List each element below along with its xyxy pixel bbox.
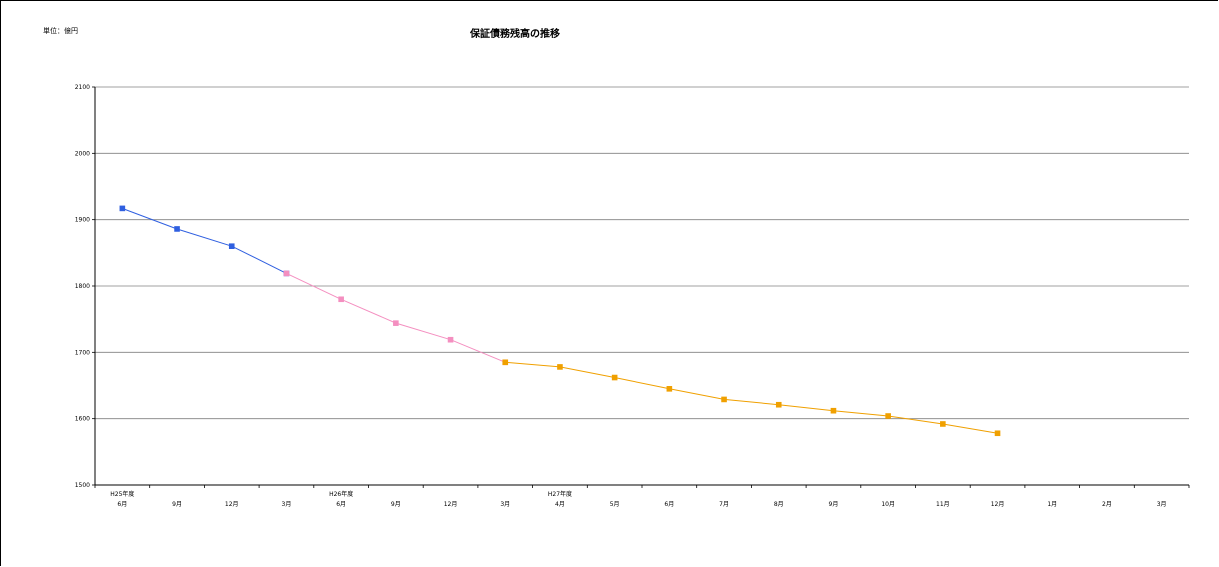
x-tick-label: 2月: [1102, 501, 1112, 508]
data-point: [940, 421, 946, 427]
y-tick-label: 1900: [75, 217, 90, 224]
data-point: [775, 401, 782, 408]
series-line: [122, 207, 287, 274]
y-tick-label: 1600: [75, 416, 90, 423]
x-group-label: H25年度: [110, 490, 134, 498]
x-group-label: H26年度: [329, 490, 353, 498]
data-point: [174, 226, 180, 232]
data-point: [994, 430, 1001, 437]
data-point: [666, 386, 673, 392]
y-tick-label: 1800: [75, 283, 90, 290]
data-point: [228, 243, 235, 249]
x-tick-label: 4月: [555, 501, 565, 508]
data-point: [393, 320, 399, 326]
data-point: [611, 374, 618, 381]
y-tick-label: 1700: [75, 349, 90, 356]
series-line: [286, 272, 506, 363]
data-point: [119, 205, 126, 212]
y-tick-label: 1500: [75, 482, 90, 489]
x-tick-label: 7月: [719, 501, 729, 508]
data-point: [885, 413, 891, 419]
unit-label: 単位：億円: [43, 27, 78, 35]
x-tick-label: 6月: [664, 501, 674, 508]
x-tick-label: 9月: [829, 501, 839, 508]
y-tick-label: 2000: [75, 150, 90, 157]
x-tick-label: 12月: [444, 501, 458, 508]
chart-title: 保証債務残高の推移: [470, 29, 560, 40]
data-point: [721, 396, 727, 403]
x-tick-label: 5月: [610, 501, 620, 508]
x-tick-label: 3月: [282, 501, 292, 508]
x-tick-label: 12月: [991, 501, 1005, 508]
x-tick-label: 11月: [936, 501, 950, 508]
x-group-label: H27年度: [548, 490, 572, 498]
data-point: [502, 359, 509, 366]
data-point: [830, 407, 837, 414]
x-tick-label: 1月: [1047, 501, 1057, 508]
x-tick-label: 10月: [881, 501, 895, 508]
x-tick-label: 12月: [225, 501, 239, 508]
data-point: [557, 364, 563, 370]
data-point: [338, 296, 344, 303]
data-point: [447, 336, 454, 343]
x-tick-label: 6月: [336, 501, 346, 508]
data-point: [283, 270, 290, 277]
y-tick-label: 2100: [75, 84, 90, 91]
series-line: [505, 361, 998, 434]
x-tick-label: 9月: [172, 501, 182, 508]
x-tick-label: 6月: [117, 501, 127, 508]
x-tick-label: 8月: [774, 501, 784, 508]
x-tick-label: 3月: [1157, 501, 1167, 508]
x-tick-label: 9月: [391, 501, 401, 508]
x-tick-label: 3月: [500, 501, 510, 508]
